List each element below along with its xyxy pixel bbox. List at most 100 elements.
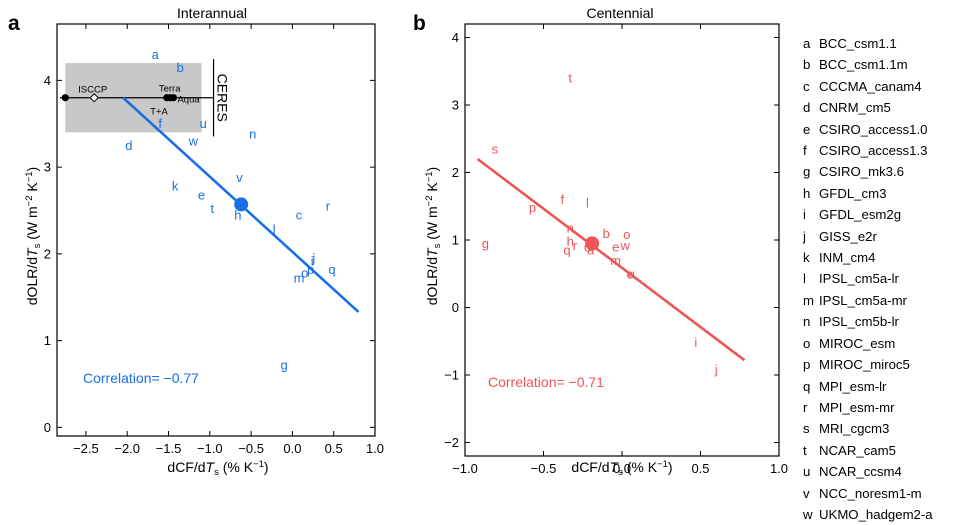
legend-model-name: MIROC_esm (819, 335, 896, 351)
legend-entry: f CSIRO_access1.3 (803, 140, 960, 161)
panel-b-x-axis-title: dCF/dTs (% K−1) (571, 459, 672, 478)
y-tick-label: 4 (44, 73, 51, 88)
x-tick-label: −0.5 (531, 461, 557, 476)
legend-model-name: NCC_noresm1-m (819, 485, 922, 501)
legend-entry: o MIROC_esm (803, 333, 960, 354)
legend-entry: h GFDL_cm3 (803, 183, 960, 204)
legend-key: o (803, 335, 811, 351)
ensemble-mean-marker (234, 197, 249, 212)
ensemble-mean-marker (585, 236, 600, 251)
y-tick-label: 1 (44, 333, 51, 348)
legend-model-name: CSIRO_access1.3 (819, 143, 928, 159)
legend-model-name: GISS_e2r (819, 228, 877, 244)
legend-model-name: MRI_cgcm3 (819, 421, 890, 437)
legend-model-name: IPSL_cm5a-mr (819, 292, 907, 308)
model-point-l: l (586, 195, 589, 210)
legend-entry: l IPSL_cm5a-lr (803, 268, 960, 289)
model-point-i: i (694, 335, 697, 350)
y-tick-label: 2 (44, 246, 51, 261)
legend-key: b (803, 57, 811, 73)
legend-key: u (803, 464, 811, 480)
model-point-m: m (294, 271, 305, 286)
legend-key: i (803, 207, 806, 223)
model-point-a: a (152, 47, 160, 62)
panel-b-y-axis-title: dOLR/dTs (W m−2 K−1) (424, 167, 443, 305)
model-point-q: q (563, 243, 570, 258)
model-point-o: o (301, 265, 308, 280)
model-point-v: v (236, 170, 243, 185)
legend-model-name: BCC_csm1.1 (819, 36, 897, 51)
model-point-k: k (172, 179, 179, 194)
legend-entry: p MIROC_miroc5 (803, 354, 960, 375)
y-tick-label: 3 (452, 98, 459, 113)
model-point-r: r (326, 199, 331, 214)
y-tick-label: 4 (452, 30, 459, 45)
figure: a Interannual dOLR/dTs (W m−2 K−1) dCF/d… (8, 5, 788, 478)
model-point-e: e (198, 187, 205, 202)
legend-key: m (803, 292, 814, 308)
legend-entry: v NCC_noresm1-m (803, 483, 960, 504)
legend-entry: e CSIRO_access1.0 (803, 119, 960, 140)
model-point-n: n (567, 220, 574, 235)
y-tick-label: 0 (452, 300, 459, 315)
legend-entry: r MPI_esm-mr (803, 397, 960, 418)
legend-entry: k INM_cm4 (803, 247, 960, 268)
legend-entry: a BCC_csm1.1 (803, 33, 960, 54)
model-point-q: q (328, 262, 335, 277)
plot-centennial: −1.0−0.50.00.51.0−2−101234abcdefghijlmno… (444, 24, 788, 476)
legend-model-name: CNRM_cm5 (819, 100, 891, 116)
legend-model-name: UKMO_hadgem2-a (819, 506, 933, 522)
legend-key: n (803, 314, 811, 330)
legend-key: c (803, 78, 810, 94)
y-tick-label: 2 (452, 165, 459, 180)
legend-model-name: GFDL_esm2g (819, 207, 902, 223)
x-tick-label: −1.0 (197, 441, 223, 456)
legend-model-name: IPSL_cm5b-lr (819, 314, 899, 330)
y-tick-label: 1 (452, 233, 459, 248)
model-point-b: b (603, 226, 610, 241)
panel-a-y-axis-title: dOLR/dTs (W m−2 K−1) (24, 167, 43, 305)
legend-key: g (803, 164, 811, 180)
x-tick-label: 1.0 (770, 461, 788, 476)
x-tick-label: −2.0 (114, 441, 140, 456)
legend-model-name: INM_cm4 (819, 250, 876, 266)
legend-model-name: NCAR_ccsm4 (819, 464, 902, 480)
model-point-f: f (561, 192, 565, 207)
legend-model-name: CSIRO_mk3.6 (819, 164, 905, 180)
legend-key: k (803, 250, 810, 266)
observation-label-isccp: ISCCP (78, 85, 107, 96)
legend-key: e (803, 121, 811, 137)
legend-entry: j GISS_e2r (803, 226, 960, 247)
legend-model-name: GFDL_cm3 (819, 185, 887, 201)
model-point-e: e (612, 239, 619, 254)
model-point-r: r (573, 238, 578, 253)
panel-a-plot-frame (56, 23, 376, 437)
panel-a-title: Interannual (177, 5, 247, 21)
x-tick-label: −1.0 (452, 461, 478, 476)
legend-entry: m IPSL_cm5a-mr (803, 290, 960, 311)
model-point-f: f (158, 116, 162, 131)
legend-entry: s MRI_cgcm3 (803, 418, 960, 439)
x-tick-label: 1.0 (366, 441, 384, 456)
model-point-m: m (610, 253, 621, 268)
model-point-w: w (619, 238, 630, 253)
legend-key: p (803, 357, 811, 373)
legend-entry: t NCAR_cam5 (803, 440, 960, 461)
legend-entry: g CSIRO_mk3.6 (803, 161, 960, 182)
model-point-p: p (529, 200, 536, 215)
model-point-w: w (188, 134, 199, 149)
interannual-correlation-label: Correlation= −0.77 (83, 370, 199, 386)
y-tick-label: −2 (444, 435, 459, 450)
x-tick-label: 0.0 (613, 461, 631, 476)
legend-model-name: MPI_esm-mr (819, 399, 895, 415)
legend-entry: n IPSL_cm5b-lr (803, 311, 960, 332)
model-point-u: u (628, 266, 635, 281)
model-point-l: l (273, 222, 276, 237)
legend-key: d (803, 100, 811, 116)
panel-b-plot-frame (464, 23, 780, 457)
model-point-j: j (714, 362, 718, 377)
legend-entry: c CCCMA_canam4 (803, 76, 960, 97)
x-tick-label: −1.5 (156, 441, 182, 456)
model-point-c: c (296, 207, 303, 222)
